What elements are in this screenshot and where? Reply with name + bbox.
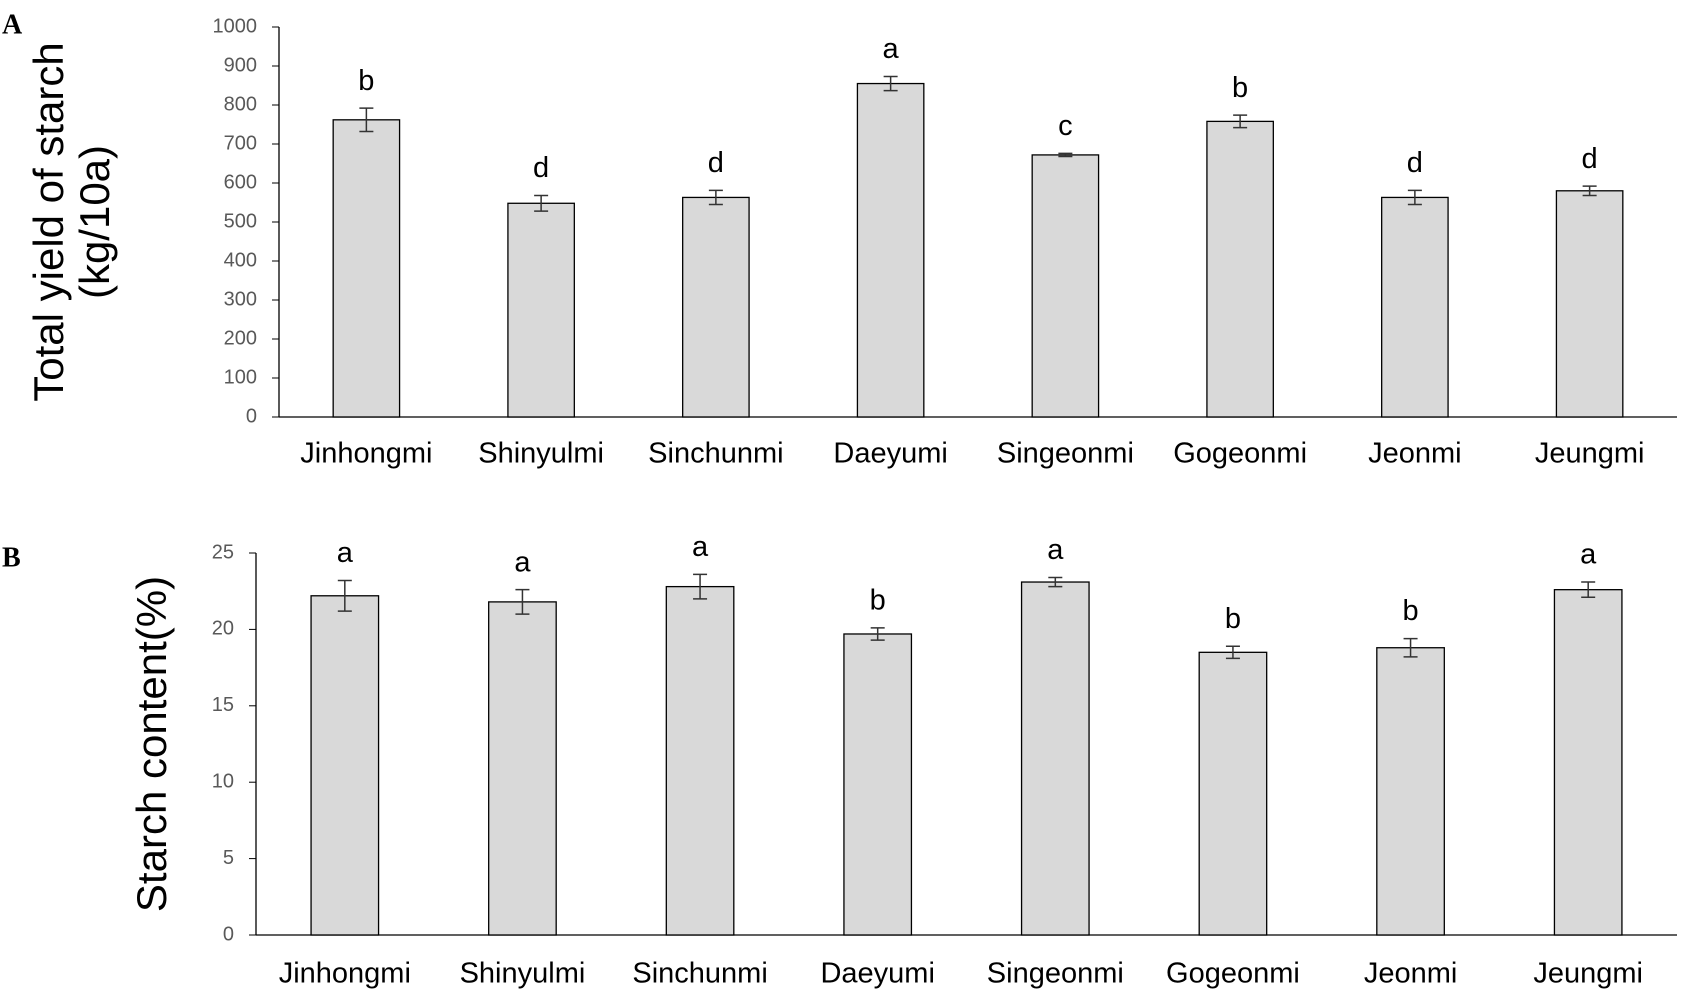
y-tick-label: 500	[224, 210, 257, 232]
x-tick-label: Shinyulmi	[460, 958, 586, 990]
y-tick-label: 900	[224, 54, 257, 76]
y-tick-label: 0	[223, 923, 234, 945]
error-bar	[708, 189, 723, 206]
y-tick-label: 5	[223, 847, 234, 869]
x-tick-label: Jinhongmi	[300, 438, 432, 470]
significance-label: b	[1232, 72, 1248, 104]
y-tick-label: 25	[212, 541, 234, 563]
significance-label: b	[358, 65, 374, 97]
error-bar	[870, 627, 885, 641]
error-bar	[1403, 637, 1418, 658]
bar	[1020, 581, 1090, 936]
significance-label: a	[514, 546, 531, 578]
significance-label: a	[692, 531, 709, 563]
error-bar	[1233, 114, 1248, 129]
significance-label: d	[533, 152, 549, 184]
error-bar	[534, 194, 549, 212]
x-tick-label: Singeonmi	[997, 438, 1134, 470]
x-tick-label: Jeungmi	[1533, 958, 1643, 990]
bar	[310, 595, 380, 936]
y-tick-label: 1000	[213, 15, 258, 37]
bar	[1381, 196, 1449, 418]
bar	[488, 601, 557, 936]
x-tick-label: Daeyumi	[820, 958, 934, 990]
y-tick-label: 100	[224, 366, 257, 388]
significance-label: d	[708, 147, 724, 179]
y-axis-label: Starch content(%)	[128, 576, 175, 912]
error-bar	[1225, 645, 1240, 660]
significance-label: a	[883, 33, 900, 65]
y-tick-label: 200	[224, 327, 257, 349]
x-tick-label: Daeyumi	[833, 438, 947, 470]
y-tick-label: 700	[224, 132, 257, 154]
x-tick-label: Jinhongmi	[279, 958, 411, 990]
bar	[682, 196, 750, 418]
error-bar	[1048, 576, 1063, 588]
bar	[1555, 190, 1624, 418]
y-tick-label: 400	[224, 249, 257, 271]
x-tick-label: Singeonmi	[987, 958, 1124, 990]
bar	[1198, 651, 1268, 936]
y-axis-label: (kg/10a)	[71, 145, 118, 299]
significance-label: c	[1058, 110, 1073, 142]
bar	[1376, 647, 1445, 936]
x-tick-label: Jeonmi	[1368, 438, 1462, 470]
error-bar	[337, 579, 352, 612]
x-tick-label: Jeungmi	[1535, 438, 1645, 470]
significance-label: a	[337, 537, 354, 569]
y-tick-label: 800	[224, 93, 257, 115]
y-tick-label: 600	[224, 171, 257, 193]
bar	[843, 633, 913, 936]
significance-label: b	[870, 585, 886, 617]
x-tick-label: Shinyulmi	[478, 438, 604, 470]
x-tick-label: Gogeonmi	[1166, 958, 1300, 990]
error-bar	[515, 588, 530, 615]
y-tick-label: 10	[212, 770, 234, 792]
significance-label: a	[1047, 534, 1064, 566]
y-tick-label: 0	[246, 405, 257, 427]
significance-label: d	[1407, 147, 1423, 179]
bar	[332, 119, 401, 418]
bar	[856, 82, 925, 418]
error-bar	[1407, 189, 1422, 206]
error-bar	[1581, 581, 1596, 599]
y-tick-label: 20	[212, 618, 234, 640]
significance-label: a	[1580, 539, 1597, 571]
x-tick-label: Jeonmi	[1364, 958, 1458, 990]
error-bar	[1058, 152, 1073, 158]
bar	[1206, 120, 1274, 418]
bar	[1553, 589, 1623, 936]
error-bar	[1582, 185, 1597, 197]
y-tick-label: 15	[212, 694, 234, 716]
bar	[507, 202, 575, 418]
x-tick-label: Sinchunmi	[648, 438, 783, 470]
y-axis-label: Total yield of starch	[25, 42, 72, 402]
error-bar	[693, 573, 708, 600]
panel-label: A	[2, 9, 23, 40]
significance-label: b	[1225, 603, 1241, 635]
x-tick-label: Sinchunmi	[632, 958, 767, 990]
y-tick-label: 300	[224, 288, 257, 310]
error-bar	[883, 75, 898, 92]
significance-label: b	[1402, 595, 1418, 627]
bar	[1031, 154, 1100, 418]
significance-label: d	[1582, 143, 1598, 175]
error-bar	[359, 107, 374, 133]
x-tick-label: Gogeonmi	[1173, 438, 1307, 470]
panel-label: B	[2, 542, 21, 573]
bar	[665, 585, 735, 936]
